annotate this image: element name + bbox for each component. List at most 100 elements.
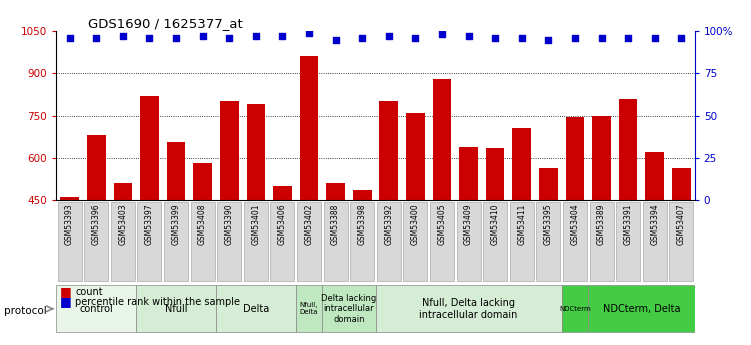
Text: GSM53404: GSM53404 <box>571 204 580 245</box>
Text: GSM53400: GSM53400 <box>411 204 420 245</box>
FancyBboxPatch shape <box>588 286 695 332</box>
FancyBboxPatch shape <box>270 202 294 281</box>
Text: GSM53405: GSM53405 <box>438 204 447 245</box>
Bar <box>460 147 478 327</box>
FancyBboxPatch shape <box>510 202 534 281</box>
Point <box>90 35 102 41</box>
Text: GDS1690 / 1625377_at: GDS1690 / 1625377_at <box>89 17 243 30</box>
Text: percentile rank within the sample: percentile rank within the sample <box>75 297 240 307</box>
Bar <box>326 183 345 327</box>
Bar <box>486 148 505 327</box>
Point <box>675 35 687 41</box>
Text: GSM53407: GSM53407 <box>677 204 686 245</box>
Bar <box>140 96 158 327</box>
Point <box>197 33 209 39</box>
FancyBboxPatch shape <box>536 202 560 281</box>
FancyBboxPatch shape <box>350 202 374 281</box>
Bar <box>60 197 79 327</box>
Text: Delta lacking
intracellular
domain: Delta lacking intracellular domain <box>321 294 376 324</box>
Bar <box>619 99 638 327</box>
Bar <box>379 101 398 327</box>
FancyBboxPatch shape <box>617 202 640 281</box>
Text: GSM53390: GSM53390 <box>225 204 234 245</box>
FancyBboxPatch shape <box>457 202 481 281</box>
Text: Nfull, Delta lacking
intracellular domain: Nfull, Delta lacking intracellular domai… <box>419 298 517 319</box>
Bar <box>193 164 212 327</box>
FancyBboxPatch shape <box>376 286 562 332</box>
Point <box>356 35 368 41</box>
Bar <box>113 183 132 327</box>
Text: GSM53397: GSM53397 <box>145 204 154 245</box>
FancyBboxPatch shape <box>111 202 134 281</box>
FancyBboxPatch shape <box>643 202 667 281</box>
Text: count: count <box>75 287 103 296</box>
Text: NDCterm, Delta: NDCterm, Delta <box>603 304 680 314</box>
Text: GSM53403: GSM53403 <box>119 204 128 245</box>
FancyBboxPatch shape <box>136 286 216 332</box>
FancyBboxPatch shape <box>297 202 321 281</box>
Text: GSM53389: GSM53389 <box>597 204 606 245</box>
Bar <box>220 101 239 327</box>
Point <box>463 33 475 39</box>
Text: Delta: Delta <box>243 304 269 314</box>
Bar <box>433 79 451 327</box>
Bar <box>273 186 291 327</box>
Text: Nfull,
Delta: Nfull, Delta <box>300 302 318 315</box>
Bar <box>593 116 611 327</box>
Point <box>223 35 235 41</box>
FancyBboxPatch shape <box>164 202 188 281</box>
FancyBboxPatch shape <box>483 202 507 281</box>
Text: GSM53398: GSM53398 <box>357 204 366 245</box>
Point <box>303 30 315 36</box>
Bar <box>566 117 584 327</box>
Text: GSM53399: GSM53399 <box>171 204 180 245</box>
FancyBboxPatch shape <box>217 202 241 281</box>
Text: GSM53408: GSM53408 <box>198 204 207 245</box>
Text: ■: ■ <box>60 295 72 308</box>
Text: GSM53396: GSM53396 <box>92 204 101 245</box>
FancyBboxPatch shape <box>58 202 82 281</box>
Bar <box>353 190 372 327</box>
Point <box>596 35 608 41</box>
Text: protocol: protocol <box>4 306 47 315</box>
FancyBboxPatch shape <box>137 202 161 281</box>
Point <box>569 35 581 41</box>
Point <box>117 33 129 39</box>
FancyBboxPatch shape <box>563 202 587 281</box>
FancyBboxPatch shape <box>191 202 215 281</box>
Text: Nfull: Nfull <box>164 304 187 314</box>
Point <box>250 33 262 39</box>
Bar <box>672 168 691 327</box>
Point <box>276 33 288 39</box>
Text: GSM53401: GSM53401 <box>252 204 261 245</box>
FancyBboxPatch shape <box>324 202 348 281</box>
FancyBboxPatch shape <box>244 202 268 281</box>
Point <box>542 37 554 42</box>
Bar <box>539 168 558 327</box>
Text: GSM53395: GSM53395 <box>544 204 553 245</box>
Point <box>64 35 76 41</box>
Point <box>170 35 182 41</box>
FancyBboxPatch shape <box>590 202 614 281</box>
Bar <box>246 104 265 327</box>
Bar <box>300 56 318 327</box>
Text: GSM53402: GSM53402 <box>304 204 313 245</box>
FancyBboxPatch shape <box>296 286 322 332</box>
Bar <box>87 135 106 327</box>
Text: GSM53388: GSM53388 <box>331 204 340 245</box>
Text: GSM53391: GSM53391 <box>623 204 632 245</box>
Point <box>436 32 448 37</box>
FancyBboxPatch shape <box>322 286 376 332</box>
Text: GSM53393: GSM53393 <box>65 204 74 245</box>
Bar <box>167 142 185 327</box>
Point <box>622 35 634 41</box>
Text: GSM53406: GSM53406 <box>278 204 287 245</box>
Point <box>383 33 395 39</box>
Bar <box>645 152 664 327</box>
Text: ■: ■ <box>60 285 72 298</box>
FancyBboxPatch shape <box>403 202 427 281</box>
FancyBboxPatch shape <box>562 286 588 332</box>
Point <box>143 35 155 41</box>
Text: GSM53409: GSM53409 <box>464 204 473 245</box>
Text: GSM53392: GSM53392 <box>385 204 394 245</box>
